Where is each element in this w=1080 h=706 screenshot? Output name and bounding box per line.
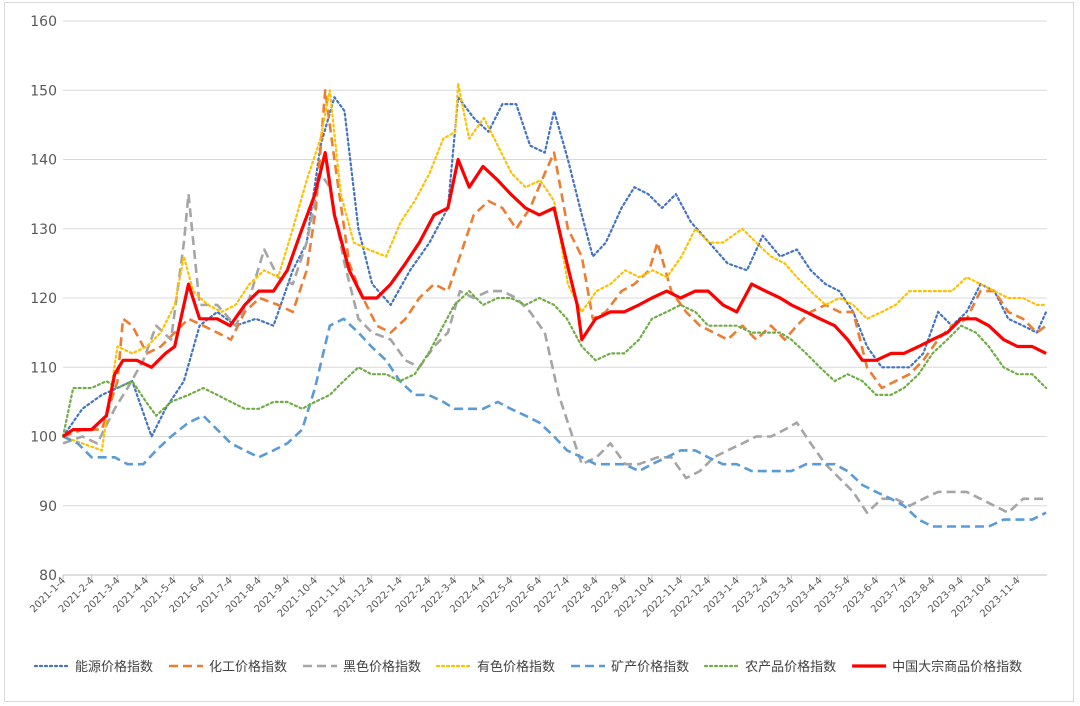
series-line-2 xyxy=(62,89,1047,438)
y-tick-label: 140 xyxy=(30,153,57,169)
series-line-4 xyxy=(61,82,1048,452)
legend-label-3: 黑色价格指数 xyxy=(343,659,421,675)
y-tick-label: 110 xyxy=(30,360,57,376)
y-tick-label: 90 xyxy=(39,499,57,515)
series-line-7 xyxy=(62,151,1047,438)
series-line-3 xyxy=(62,172,1047,514)
series-lines xyxy=(61,82,1048,528)
legend-label-7: 中国大宗商品价格指数 xyxy=(892,659,1022,675)
y-tick-label: 100 xyxy=(30,430,57,446)
y-tick-label: 150 xyxy=(30,83,57,99)
series-line-6 xyxy=(61,290,1048,438)
legend-label-4: 有色价格指数 xyxy=(477,659,555,675)
line-chart: 80901001101201301401501602021-1-42021-2-… xyxy=(28,14,1048,675)
y-tick-label: 80 xyxy=(39,568,57,584)
y-tick-label: 120 xyxy=(30,291,57,307)
series-line-5 xyxy=(62,317,1047,528)
series-line-1 xyxy=(61,96,1048,438)
legend-label-5: 矿产价格指数 xyxy=(611,659,689,675)
chart-frame: 80 90 100 110 120 130 140 150 160 2021-1-4 2021-2-… xyxy=(4,2,1074,702)
y-tick-label: 160 xyxy=(30,14,57,30)
legend-label-6: 农产品价格指数 xyxy=(745,659,836,675)
legend-label-1: 能源价格指数 xyxy=(75,659,153,675)
gridlines xyxy=(63,20,1047,507)
legend: 能源价格指数 化工价格指数 黑色价格指数 有色价格指数 矿产价格指数 农产品价格指数 中国大… xyxy=(33,659,1022,675)
y-tick-label: 130 xyxy=(30,222,57,238)
legend-label-2: 化工价格指数 xyxy=(209,659,287,675)
